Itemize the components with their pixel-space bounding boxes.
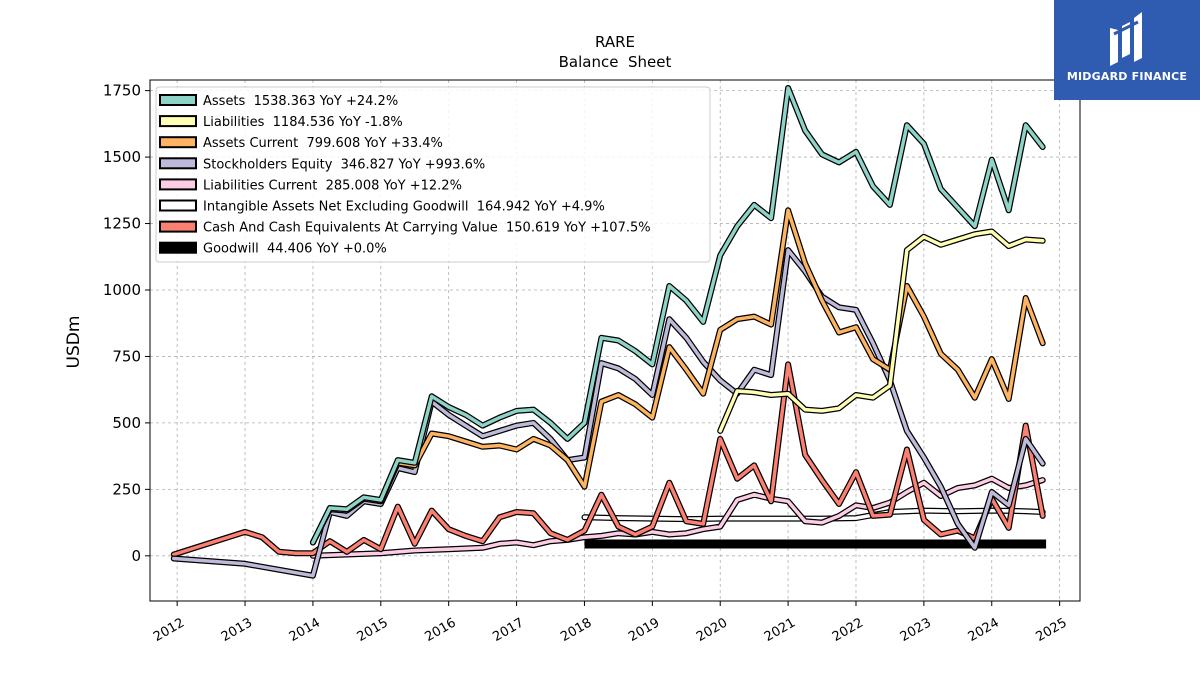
- chart-title: RARE: [595, 33, 635, 51]
- y-tick-label: 1250: [103, 215, 141, 233]
- series-liabilities-current: [309, 475, 1046, 559]
- legend-swatch: [159, 136, 197, 149]
- series-line: [172, 362, 1045, 557]
- x-tick-label: 2025: [1033, 615, 1069, 645]
- midgard-logo-icon: [1110, 12, 1142, 66]
- plot-frame: [149, 79, 1081, 602]
- x-tick-label: 2024: [966, 615, 1002, 645]
- legend-swatch: [159, 94, 197, 106]
- legend-entry: Assets 1538.363 YoY +24.2%: [203, 94, 398, 109]
- x-tick-label: 2021: [762, 615, 798, 645]
- y-tick-label: 1500: [103, 148, 141, 166]
- series-intangible-assets-net-excluding-goodwill: [581, 507, 1046, 523]
- x-tick-label: 2020: [694, 615, 730, 645]
- series-line: [311, 208, 1045, 545]
- x-tick-label: 2018: [558, 615, 594, 645]
- legend-entry: Stockholders Equity 346.827 YoY +993.6%: [203, 157, 485, 172]
- legend-swatch: [159, 115, 197, 128]
- series-line: [172, 248, 1045, 578]
- x-tick-label: 2013: [219, 615, 255, 645]
- x-tick-label: 2023: [898, 615, 934, 645]
- x-tick-label: 2015: [355, 615, 391, 645]
- legend-swatch: [159, 199, 197, 212]
- legend-entry: Goodwill 44.406 YoY +0.0%: [203, 242, 387, 257]
- legend-entry: Cash And Cash Equivalents At Carrying Va…: [203, 221, 651, 236]
- legend-swatch: [159, 241, 197, 254]
- legend-swatch: [159, 157, 197, 170]
- series-line: [311, 476, 1045, 558]
- y-tick-label: 250: [112, 480, 141, 498]
- series-cash-and-cash-equivalents-at-carrying-value: [170, 361, 1046, 558]
- y-tick-label: 1750: [103, 82, 141, 100]
- series-liabilities: [717, 228, 1046, 434]
- legend-entry: Assets Current 799.608 YoY +33.4%: [203, 136, 443, 151]
- logo-text: MIDGARD FINANCE: [1066, 70, 1188, 83]
- legend: Assets 1538.363 YoY +24.2% Liabilities 11…: [155, 86, 711, 263]
- series-line: [582, 508, 1045, 521]
- legend-entry: Liabilities 1184.536 YoY -1.8%: [203, 115, 403, 130]
- x-tick-label: 2022: [830, 615, 866, 645]
- y-axis-label: USDm: [64, 316, 84, 369]
- y-tick-label: 1000: [103, 281, 141, 299]
- legend-swatch: [159, 178, 197, 191]
- series-assets: [309, 85, 1046, 546]
- chart-subtitle: Balance Sheet: [559, 53, 672, 71]
- y-tick-label: 0: [131, 547, 141, 565]
- series-outline: [170, 361, 1046, 558]
- legend-box: [155, 86, 711, 263]
- x-tick-label: 2017: [490, 615, 526, 645]
- legend-entry: Liabilities Current 285.008 YoY +12.2%: [203, 178, 462, 193]
- x-tick-label: 2014: [287, 615, 323, 645]
- x-tick-label: 2012: [151, 615, 187, 645]
- legend-entry: Intangible Assets Net Excluding Goodwill…: [203, 200, 605, 215]
- series-stockholders-equity: [170, 247, 1046, 579]
- y-tick-label: 750: [112, 347, 141, 365]
- y-tick-label: 500: [112, 414, 141, 432]
- series-outline: [717, 228, 1046, 434]
- x-tick-label: 2019: [626, 615, 662, 645]
- brand-logo: MIDGARD FINANCE: [1054, 0, 1200, 100]
- x-tick-label: 2016: [423, 615, 459, 645]
- legend-swatch: [159, 220, 197, 233]
- series-line: [311, 86, 1045, 545]
- series-line: [718, 229, 1045, 433]
- series-assets-current: [309, 207, 1046, 546]
- series-layer: [170, 85, 1047, 579]
